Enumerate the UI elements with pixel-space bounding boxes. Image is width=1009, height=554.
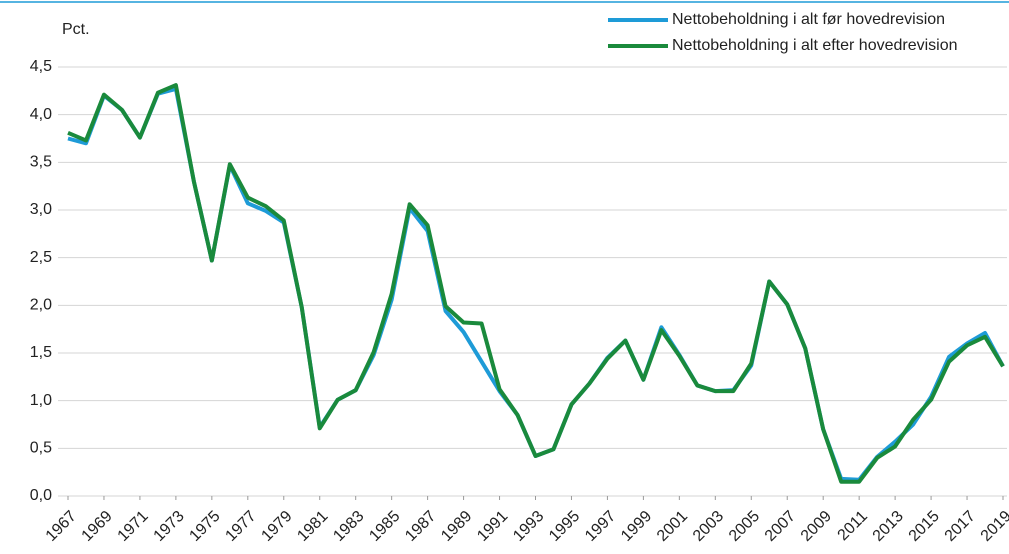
x-tick-label: 1975 (186, 508, 223, 545)
y-tick-label: 0,0 (30, 487, 52, 504)
x-tick-label: 1969 (79, 508, 116, 545)
x-tick-label: 2015 (906, 508, 943, 545)
y-tick-label: 1,0 (30, 392, 52, 409)
legend-label: Nettobeholdning i alt før hovedrevision (672, 11, 945, 28)
x-tick-label: 1995 (546, 508, 583, 545)
x-tick-label: 2017 (942, 508, 979, 545)
x-tick-label: 1999 (618, 508, 655, 545)
x-tick-label: 2013 (870, 508, 907, 545)
x-tick-label: 1997 (582, 508, 619, 545)
series-line (67, 86, 1005, 482)
y-axis-label: Pct. (62, 21, 90, 38)
x-tick-label: 2007 (762, 508, 799, 545)
x-tick-label: 2011 (835, 508, 871, 544)
x-tick-label: 1967 (43, 508, 80, 545)
x-tick-label: 2001 (654, 508, 691, 545)
x-tick-label: 1981 (294, 508, 331, 545)
x-tick-label: 1985 (366, 508, 403, 545)
y-tick-label: 4,5 (30, 58, 52, 75)
x-tick-label: 2005 (726, 508, 763, 545)
y-tick-label: 2,5 (30, 249, 52, 266)
x-tick-label: 1991 (474, 508, 511, 545)
y-tick-label: 0,5 (30, 440, 52, 457)
x-tick-label: 2009 (798, 508, 835, 545)
y-tick-label: 1,5 (30, 344, 52, 361)
y-tick-label: 2,0 (30, 297, 52, 314)
y-tick-label: 3,5 (30, 154, 52, 171)
x-tick-label: 2019 (978, 508, 1009, 545)
legend-label: Nettobeholdning i alt efter hovedrevisio… (672, 37, 958, 54)
x-tick-label: 1973 (151, 508, 188, 545)
x-tick-label: 1983 (330, 508, 367, 545)
y-tick-label: 3,0 (30, 201, 52, 218)
x-tick-label: 1971 (115, 508, 152, 545)
x-tick-label: 1989 (438, 508, 475, 545)
x-tick-label: 1977 (222, 508, 259, 545)
series-line (67, 83, 1005, 484)
x-tick-label: 1993 (510, 508, 547, 545)
x-tick-label: 1987 (402, 508, 439, 545)
y-tick-label: 4,0 (30, 106, 52, 123)
x-tick-label: 2003 (690, 508, 727, 545)
x-tick-label: 1979 (258, 508, 295, 545)
